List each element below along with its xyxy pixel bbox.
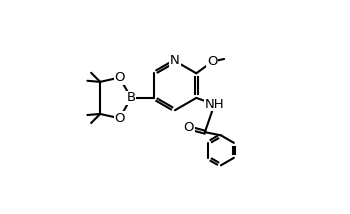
Text: O: O (114, 112, 125, 125)
Text: B: B (127, 91, 136, 104)
Text: O: O (114, 71, 125, 84)
Text: O: O (183, 121, 194, 134)
Text: O: O (207, 55, 218, 68)
Text: NH: NH (205, 98, 224, 111)
Text: N: N (170, 55, 180, 67)
